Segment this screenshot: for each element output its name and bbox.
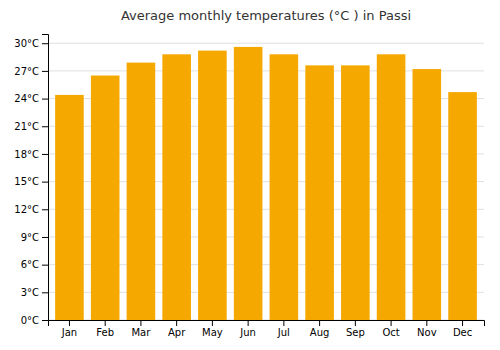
tick-label: 21°C: [14, 121, 39, 132]
bar: [448, 92, 477, 320]
grid-line: [48, 43, 484, 44]
tick: Feb: [96, 320, 114, 338]
tick: 12°C: [14, 204, 48, 215]
tick-mark: [42, 154, 48, 155]
tick: Sep: [346, 320, 365, 338]
tick-mark: [426, 320, 427, 326]
tick-mark: [42, 126, 48, 127]
tick-mark: [42, 237, 48, 238]
bar: [270, 54, 299, 320]
tick-label: Jul: [277, 327, 290, 338]
tick: 30°C: [14, 38, 48, 49]
tick-label: May: [202, 327, 223, 338]
bar: [91, 76, 120, 320]
tick: Nov: [417, 320, 437, 338]
grid: [48, 43, 484, 320]
tick-label: Dec: [453, 327, 472, 338]
tick-label: 30°C: [14, 38, 39, 49]
tick-mark: [391, 320, 392, 326]
tick-mark: [42, 292, 48, 293]
tick-mark: [69, 320, 70, 326]
tick-mark: [42, 71, 48, 72]
tick: Oct: [382, 320, 399, 338]
tick-mark: [42, 265, 48, 266]
tick-label: 12°C: [14, 204, 39, 215]
tick-mark: [42, 43, 48, 44]
y-axis: 0°C 3°C 6°C 9°C 12°C 15°C 18°C 21°C 24°C 27°C 30°C: [14, 35, 48, 326]
bars: [55, 47, 477, 320]
bar: [234, 47, 263, 320]
bar: [162, 54, 191, 320]
tick-mark: [176, 320, 177, 326]
axis-line: [42, 35, 49, 321]
tick-mark: [283, 320, 284, 326]
tick-label: Feb: [96, 327, 114, 338]
tick-mark: [42, 99, 48, 100]
tick-label: 0°C: [21, 315, 39, 326]
tick-mark: [42, 182, 48, 183]
tick: Jul: [277, 320, 290, 338]
tick-mark: [140, 320, 141, 326]
tick: Apr: [168, 320, 186, 338]
tick-mark: [42, 320, 48, 321]
tick: 3°C: [21, 287, 48, 298]
tick: 6°C: [21, 259, 48, 270]
axis-line: [49, 321, 485, 327]
tick: 27°C: [14, 66, 48, 77]
tick: May: [202, 320, 223, 338]
tick-label: Apr: [168, 327, 186, 338]
tick: 18°C: [14, 149, 48, 160]
tick-label: 18°C: [14, 149, 39, 160]
tick: Jun: [239, 320, 256, 338]
title: Average monthly temperatures (°C ) in Pa…: [121, 8, 411, 23]
tick: 0°C: [21, 315, 48, 326]
tick-label: 9°C: [21, 232, 39, 243]
tick-label: Mar: [131, 327, 151, 338]
chart: 0°C 3°C 6°C 9°C 12°C 15°C 18°C 21°C 24°C 27°C 30°C…: [0, 0, 500, 350]
bar: [413, 69, 442, 320]
tick: Jan: [61, 320, 77, 338]
bar: [377, 54, 406, 320]
bar: [55, 95, 84, 320]
tick-label: Nov: [417, 327, 437, 338]
bar: [341, 65, 370, 320]
tick-label: Sep: [346, 327, 365, 338]
tick-label: 24°C: [14, 93, 39, 104]
tick-mark: [355, 320, 356, 326]
tick: 9°C: [21, 232, 48, 243]
bar: [198, 51, 227, 320]
tick-label: 27°C: [14, 66, 39, 77]
tick-label: 3°C: [21, 287, 39, 298]
tick-mark: [319, 320, 320, 326]
tick: Aug: [310, 320, 330, 338]
bar: [305, 65, 334, 320]
tick-label: 15°C: [14, 176, 39, 187]
tick: Dec: [453, 320, 472, 338]
tick: 24°C: [14, 93, 48, 104]
tick-mark: [248, 320, 249, 326]
tick-label: Jun: [239, 327, 256, 338]
bar: [127, 63, 156, 320]
tick-mark: [212, 320, 213, 326]
tick: 21°C: [14, 121, 48, 132]
tick-label: Jan: [61, 327, 77, 338]
tick-label: Aug: [310, 327, 330, 338]
tick-mark: [42, 209, 48, 210]
tick-label: 6°C: [21, 259, 39, 270]
tick: Mar: [131, 320, 151, 338]
tick-label: Oct: [382, 327, 399, 338]
tick-mark: [105, 320, 106, 326]
x-axis: Jan Feb Mar Apr May Jun Jul Aug Sep Oct Nov Dec: [49, 320, 485, 338]
tick: 15°C: [14, 176, 48, 187]
tick-mark: [462, 320, 463, 326]
